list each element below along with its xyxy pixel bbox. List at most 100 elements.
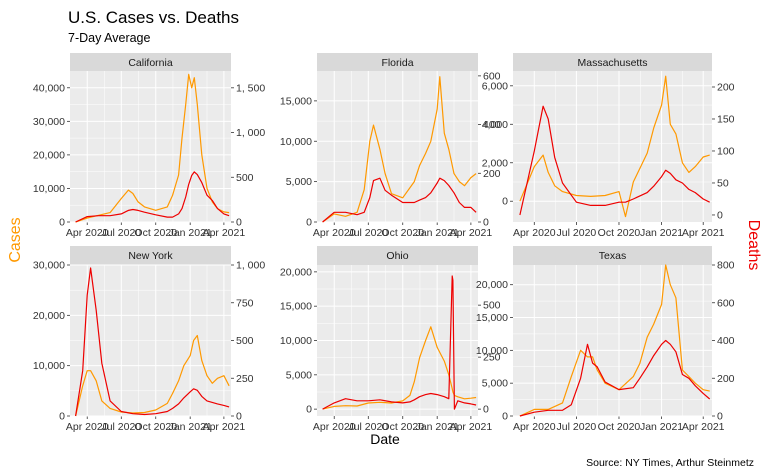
chart-subtitle: 7-Day Average <box>68 31 151 45</box>
x-tick-label: Apr 2020 <box>513 421 556 433</box>
x-tick-label: Jul 2020 <box>101 227 141 239</box>
x-tick-label: Jan 2021 <box>169 227 212 239</box>
y-tick-label-deaths: 400 <box>483 119 501 131</box>
facet-strip <box>513 53 712 71</box>
y-tick-label-cases: 5,000 <box>286 369 312 381</box>
facet-strip-label: California <box>128 57 173 69</box>
y-tick-label-deaths: 100 <box>717 145 735 157</box>
y-tick-label-cases: 6,000 <box>482 80 508 92</box>
x-tick-label: Apr 2021 <box>682 227 725 239</box>
facet-strip-label: Texas <box>599 250 626 262</box>
y-tick-label-cases: 30,000 <box>33 260 65 272</box>
y-tick-label-deaths: 50 <box>717 177 729 189</box>
x-tick-label: Apr 2021 <box>682 421 725 433</box>
y-tick-label-deaths: 1, 500 <box>236 82 265 94</box>
y-tick-label-deaths: 200 <box>717 81 735 93</box>
x-tick-label: Apr 2021 <box>203 421 246 433</box>
facet-strip <box>513 246 712 265</box>
x-tick-label: Apr 2021 <box>450 421 493 433</box>
y-tick-label-deaths: 600 <box>483 70 501 82</box>
x-tick-label: Apr 2021 <box>203 227 246 239</box>
y-tick-label-cases: 10,000 <box>476 345 508 357</box>
y-tick-label-cases: 0 <box>59 217 65 229</box>
x-tick-label: Jan 2021 <box>640 421 683 433</box>
y-tick-label-cases: 10,000 <box>280 335 312 347</box>
x-tick-label: Apr 2020 <box>513 227 556 239</box>
x-tick-label: Oct 2020 <box>381 421 424 433</box>
x-tick-label: Oct 2020 <box>134 227 177 239</box>
y-tick-label-deaths: 1, 000 <box>236 260 265 272</box>
y-tick-label-cases: 5,000 <box>482 378 508 390</box>
y-tick-label-cases: 5,000 <box>286 176 312 188</box>
x-tick-label: Oct 2020 <box>598 227 641 239</box>
y-tick-label-cases: 10,000 <box>280 136 312 148</box>
cases-line <box>322 76 477 223</box>
panel-background <box>317 71 478 222</box>
facet-strip-label: New York <box>128 250 173 262</box>
x-axis-title: Date <box>370 431 400 447</box>
y-tick-label-cases: 40,000 <box>33 82 65 94</box>
y-tick-label-deaths: 200 <box>717 373 735 385</box>
y-tick-label-cases: 0 <box>306 404 312 416</box>
y-axis-title-left: Cases <box>7 217 24 262</box>
x-tick-label: Jul 2020 <box>101 421 141 433</box>
y-tick-label-cases: 20,000 <box>280 266 312 278</box>
y-tick-label-deaths: 600 <box>717 297 735 309</box>
panel-background <box>70 71 231 222</box>
y-tick-label-deaths: 500 <box>236 335 254 347</box>
deaths-line <box>322 177 477 223</box>
x-tick-label: Jan 2021 <box>416 227 459 239</box>
y-tick-label-cases: 15,000 <box>280 301 312 313</box>
cases-line <box>322 326 477 410</box>
y-tick-label-deaths: 0 <box>717 209 723 221</box>
y-tick-label-deaths: 200 <box>483 168 501 180</box>
x-tick-label: Oct 2020 <box>381 227 424 239</box>
y-tick-label-deaths: 400 <box>717 335 735 347</box>
y-tick-label-cases: 10,000 <box>33 183 65 195</box>
y-tick-label-deaths: 250 <box>483 352 501 364</box>
y-tick-label-deaths: 0 <box>483 404 489 416</box>
y-tick-label-cases: 30,000 <box>33 116 65 128</box>
cases-line <box>75 334 230 417</box>
deaths-line <box>75 267 230 417</box>
y-tick-label-cases: 20,000 <box>33 149 65 161</box>
y-tick-label-cases: 15,000 <box>280 95 312 107</box>
cases-line <box>519 75 710 218</box>
y-tick-label-cases: 10,000 <box>33 360 65 372</box>
y-tick-label-cases: 20,000 <box>476 279 508 291</box>
y-tick-label-deaths: 0 <box>717 411 723 423</box>
y-tick-label-cases: 0 <box>502 196 508 208</box>
facet-strip-label: Ohio <box>386 250 408 262</box>
deaths-line <box>75 171 230 223</box>
facet-strip <box>70 246 231 265</box>
facet-strip <box>317 53 478 71</box>
x-tick-label: Apr 2020 <box>313 227 356 239</box>
x-tick-label: Jan 2021 <box>416 421 459 433</box>
chart-title: U.S. Cases vs. Deaths <box>68 8 239 27</box>
x-tick-label: Jan 2021 <box>169 421 212 433</box>
x-tick-label: Jul 2020 <box>348 421 388 433</box>
x-tick-label: Jul 2020 <box>557 421 597 433</box>
deaths-line <box>322 275 477 410</box>
y-tick-label-deaths: 750 <box>236 297 254 309</box>
x-tick-label: Jan 2021 <box>640 227 683 239</box>
y-tick-label-deaths: 0 <box>483 217 489 229</box>
x-tick-label: Apr 2020 <box>66 227 109 239</box>
y-tick-label-cases: 2,000 <box>482 157 508 169</box>
cases-line <box>75 73 230 223</box>
cases-line <box>519 264 710 417</box>
facet-massachusetts: Massachusetts Apr 2020 Jul 2020 Oct 2020 Jan… <box>482 53 735 239</box>
y-tick-label-cases: 4,000 <box>482 119 508 131</box>
y-tick-label-cases: 0 <box>306 217 312 229</box>
facet-strip-label: Florida <box>381 57 413 69</box>
y-tick-label-cases: 20,000 <box>33 310 65 322</box>
y-tick-label-deaths: 250 <box>236 373 254 385</box>
x-tick-label: Jul 2020 <box>557 227 597 239</box>
x-tick-label: Jul 2020 <box>348 227 388 239</box>
panel-background <box>513 265 712 416</box>
